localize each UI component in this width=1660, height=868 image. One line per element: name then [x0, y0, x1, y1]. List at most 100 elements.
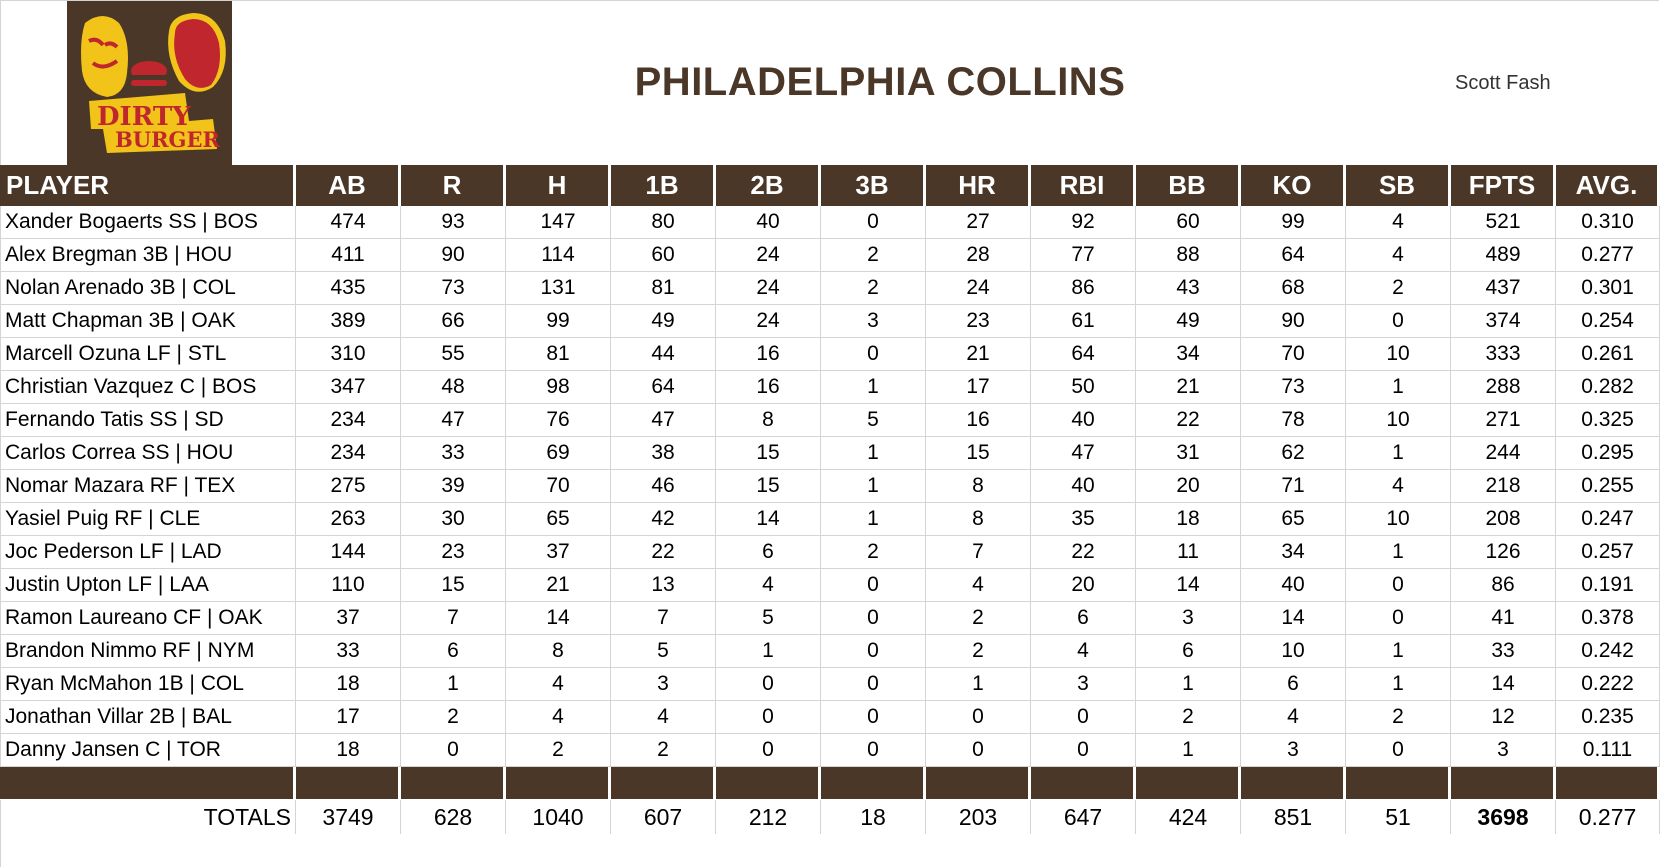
stat-cell-3b: 1 [821, 437, 926, 470]
column-header-ab[interactable]: AB [296, 165, 401, 206]
stat-cell-bb: 20 [1136, 470, 1241, 503]
stat-cell-fpts: 12 [1451, 701, 1556, 734]
stat-cell-ko: 90 [1241, 305, 1346, 338]
stat-cell-h: 99 [506, 305, 611, 338]
stat-cell-avg: 0.191 [1556, 569, 1660, 602]
stat-cell-bb: 49 [1136, 305, 1241, 338]
stat-cell-3b: 0 [821, 602, 926, 635]
stat-cell-hr: 0 [926, 734, 1031, 767]
stat-cell-sb: 0 [1346, 305, 1451, 338]
stat-cell-rbi: 40 [1031, 470, 1136, 503]
stat-cell-ko: 14 [1241, 602, 1346, 635]
player-name-cell: Yasiel Puig RF | CLE [0, 503, 296, 536]
stat-cell-rbi: 22 [1031, 536, 1136, 569]
stat-cell-3b: 1 [821, 503, 926, 536]
stat-cell-ko: 68 [1241, 272, 1346, 305]
stat-cell-bb: 31 [1136, 437, 1241, 470]
stat-cell-fpts: 271 [1451, 404, 1556, 437]
column-header-fpts[interactable]: FPTS [1451, 165, 1556, 206]
stat-cell-fpts: 218 [1451, 470, 1556, 503]
stat-cell-3b: 5 [821, 404, 926, 437]
header-row: PLAYER AB R H 1B 2B 3B HR RBI BB KO SB FPTS AVG. [0, 165, 1660, 206]
stat-cell-1b: 80 [611, 206, 716, 239]
stat-cell-ko: 73 [1241, 371, 1346, 404]
stat-cell-fpts: 333 [1451, 338, 1556, 371]
stat-cell-r: 39 [401, 470, 506, 503]
stat-cell-1b: 46 [611, 470, 716, 503]
totals-label: TOTALS [0, 800, 296, 834]
column-header-3b[interactable]: 3B [821, 165, 926, 206]
stat-cell-avg: 0.301 [1556, 272, 1660, 305]
player-name-cell: Joc Pederson LF | LAD [0, 536, 296, 569]
stat-cell-fpts: 41 [1451, 602, 1556, 635]
stat-cell-ko: 70 [1241, 338, 1346, 371]
stat-cell-h: 81 [506, 338, 611, 371]
column-header-r[interactable]: R [401, 165, 506, 206]
stat-cell-sb: 2 [1346, 701, 1451, 734]
stat-cell-ko: 71 [1241, 470, 1346, 503]
column-header-avg[interactable]: AVG. [1556, 165, 1660, 206]
svg-text:DIRTY: DIRTY [97, 102, 191, 132]
stat-cell-sb: 10 [1346, 503, 1451, 536]
stat-cell-rbi: 0 [1031, 701, 1136, 734]
column-header-player[interactable]: PLAYER [0, 165, 296, 206]
stat-cell-r: 93 [401, 206, 506, 239]
stat-cell-ko: 99 [1241, 206, 1346, 239]
stat-cell-rbi: 86 [1031, 272, 1136, 305]
stat-cell-hr: 24 [926, 272, 1031, 305]
stat-cell-fpts: 3 [1451, 734, 1556, 767]
logo-icon: DIRTY BURGER [67, 1, 232, 165]
divider-cell [506, 767, 611, 800]
stat-cell-1b: 38 [611, 437, 716, 470]
stat-cell-avg: 0.242 [1556, 635, 1660, 668]
column-header-h[interactable]: H [506, 165, 611, 206]
column-header-1b[interactable]: 1B [611, 165, 716, 206]
table-row: Yasiel Puig RF | CLE 263 30 65 42 14 1 8 35 18 65 1… [0, 503, 1660, 536]
stat-cell-avg: 0.235 [1556, 701, 1660, 734]
divider-cell [0, 767, 296, 800]
column-header-sb[interactable]: SB [1346, 165, 1451, 206]
stat-cell-hr: 8 [926, 470, 1031, 503]
stat-cell-sb: 1 [1346, 668, 1451, 701]
stat-cell-h: 131 [506, 272, 611, 305]
stat-cell-h: 70 [506, 470, 611, 503]
player-stats-table: PLAYER AB R H 1B 2B 3B HR RBI BB KO SB FPTS AVG. Xand… [0, 165, 1660, 834]
stat-cell-rbi: 20 [1031, 569, 1136, 602]
total-cell-avg: 0.277 [1556, 800, 1660, 834]
stat-cell-1b: 81 [611, 272, 716, 305]
stat-cell-avg: 0.111 [1556, 734, 1660, 767]
stat-cell-ko: 4 [1241, 701, 1346, 734]
stat-cell-bb: 6 [1136, 635, 1241, 668]
column-header-ko[interactable]: KO [1241, 165, 1346, 206]
total-cell-ab: 3749 [296, 800, 401, 834]
stat-cell-2b: 5 [716, 602, 821, 635]
stat-cell-h: 65 [506, 503, 611, 536]
stat-cell-1b: 22 [611, 536, 716, 569]
divider-cell [401, 767, 506, 800]
column-header-2b[interactable]: 2B [716, 165, 821, 206]
stat-cell-1b: 7 [611, 602, 716, 635]
stat-cell-avg: 0.254 [1556, 305, 1660, 338]
stat-cell-sb: 1 [1346, 536, 1451, 569]
total-cell-2b: 212 [716, 800, 821, 834]
stat-cell-ab: 33 [296, 635, 401, 668]
stat-cell-r: 0 [401, 734, 506, 767]
divider-cell [716, 767, 821, 800]
stat-cell-ab: 18 [296, 668, 401, 701]
column-header-rbi[interactable]: RBI [1031, 165, 1136, 206]
total-cell-bb: 424 [1136, 800, 1241, 834]
stat-cell-1b: 5 [611, 635, 716, 668]
stat-cell-bb: 22 [1136, 404, 1241, 437]
stat-cell-ab: 474 [296, 206, 401, 239]
total-cell-rbi: 647 [1031, 800, 1136, 834]
stat-cell-1b: 47 [611, 404, 716, 437]
stat-cell-fpts: 489 [1451, 239, 1556, 272]
stat-cell-sb: 4 [1346, 239, 1451, 272]
player-name-cell: Danny Jansen C | TOR [0, 734, 296, 767]
stat-cell-1b: 64 [611, 371, 716, 404]
divider-cell [926, 767, 1031, 800]
column-header-bb[interactable]: BB [1136, 165, 1241, 206]
total-cell-hr: 203 [926, 800, 1031, 834]
column-header-hr[interactable]: HR [926, 165, 1031, 206]
